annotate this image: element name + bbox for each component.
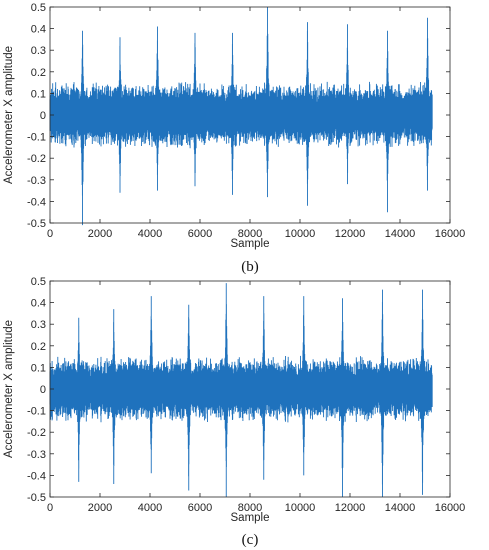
x-tick-label: 12000 bbox=[335, 228, 366, 240]
x-tick-label: 6000 bbox=[188, 502, 212, 514]
y-tick-label: 0.2 bbox=[31, 67, 46, 79]
x-tick-label: 14000 bbox=[385, 228, 416, 240]
y-tick-label: -0.2 bbox=[27, 153, 46, 165]
signal-series-b bbox=[49, 7, 433, 226]
x-tick-label: 0 bbox=[47, 228, 53, 240]
y-ticks-b: -0.5 -0.4 -0.3 -0.2 -0.1 0 0.1 0.2 0.3 0.4 0.5 bbox=[27, 2, 450, 230]
y-tick-label: 0.3 bbox=[31, 45, 46, 57]
y-tick-label: -0.1 bbox=[27, 406, 46, 418]
y-tick-label: -0.5 bbox=[27, 218, 46, 230]
y-axis-label-b: Accelerometer X amplitude bbox=[3, 46, 15, 184]
signal-line-b-0 bbox=[49, 7, 433, 226]
y-tick-label: -0.4 bbox=[27, 196, 46, 208]
y-tick-label: 0.2 bbox=[31, 341, 46, 353]
y-ticks-c: -0.5 -0.4 -0.3 -0.2 -0.1 0 0.1 0.2 0.3 0.4 0.5 bbox=[27, 276, 450, 504]
y-tick-label: 0 bbox=[40, 384, 46, 396]
x-tick-label: 0 bbox=[47, 502, 53, 514]
y-tick-label: -0.3 bbox=[27, 449, 46, 461]
y-tick-label: 0.5 bbox=[31, 2, 46, 14]
y-tick-label: 0.4 bbox=[31, 24, 46, 36]
chart-panel-c: 0 2000 4000 6000 8000 10000 12000 14000 16000 -0… bbox=[3, 276, 465, 548]
x-tick-label: 12000 bbox=[335, 502, 366, 514]
y-tick-label: -0.5 bbox=[27, 492, 46, 504]
y-tick-label: 0.4 bbox=[31, 298, 46, 310]
x-axis-label-c: Sample bbox=[231, 512, 270, 524]
y-axis-label-c: Accelerometer X amplitude bbox=[3, 320, 15, 458]
x-tick-label: 10000 bbox=[285, 228, 316, 240]
x-tick-label: 16000 bbox=[435, 228, 466, 240]
x-tick-label: 4000 bbox=[138, 228, 162, 240]
x-tick-label: 16000 bbox=[435, 502, 466, 514]
x-tick-label: 8000 bbox=[238, 502, 262, 514]
y-tick-label: 0.5 bbox=[31, 276, 46, 288]
signal-series-c bbox=[49, 283, 433, 497]
y-tick-label: -0.1 bbox=[27, 132, 46, 144]
y-tick-label: -0.3 bbox=[27, 175, 46, 187]
signal-line-c-0 bbox=[49, 283, 433, 497]
y-tick-label: 0.1 bbox=[31, 88, 46, 100]
x-tick-label: 8000 bbox=[238, 228, 262, 240]
y-tick-label: 0.3 bbox=[31, 319, 46, 331]
caption-c: (c) bbox=[242, 532, 259, 548]
x-ticks-b: 0 2000 4000 6000 8000 10000 12000 14000 16000 bbox=[47, 7, 465, 240]
chart-panel-b: 0 2000 4000 6000 8000 10000 12000 14000 16000 -0… bbox=[3, 2, 465, 275]
y-tick-label: -0.4 bbox=[27, 470, 46, 482]
x-tick-label: 2000 bbox=[88, 228, 112, 240]
x-tick-label: 6000 bbox=[188, 228, 212, 240]
x-tick-label: 10000 bbox=[285, 502, 316, 514]
x-tick-label: 14000 bbox=[385, 502, 416, 514]
x-axis-label-b: Sample bbox=[231, 238, 270, 250]
x-tick-label: 2000 bbox=[88, 502, 112, 514]
x-tick-label: 4000 bbox=[138, 502, 162, 514]
x-ticks-c: 0 2000 4000 6000 8000 10000 12000 14000 16000 bbox=[47, 281, 465, 514]
caption-b: (b) bbox=[241, 259, 259, 275]
y-tick-label: 0.1 bbox=[31, 362, 46, 374]
y-tick-label: -0.2 bbox=[27, 427, 46, 439]
y-tick-label: 0 bbox=[40, 110, 46, 122]
